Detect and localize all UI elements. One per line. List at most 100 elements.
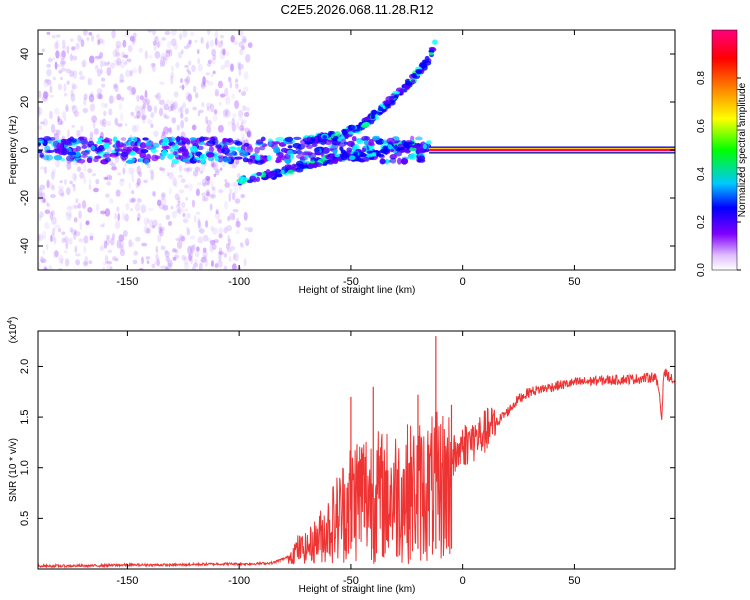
noise-dot: [42, 197, 46, 203]
noise-dot: [150, 62, 155, 68]
band-blob: [76, 159, 86, 164]
band-blob: [361, 135, 371, 141]
noise-dot: [58, 254, 64, 264]
noise-dot: [53, 129, 59, 136]
noise-dot: [54, 250, 59, 257]
band-blob: [125, 159, 135, 164]
x-tick-label: -100: [228, 575, 250, 587]
noise-dot: [156, 41, 160, 49]
noise-dot: [99, 245, 104, 251]
noise-dot: [151, 62, 156, 67]
y-tick-label: 40: [19, 48, 31, 60]
noise-dot: [154, 260, 161, 266]
noise-dot: [184, 107, 189, 115]
noise-dot: [197, 217, 201, 226]
noise-dot: [49, 110, 53, 120]
noise-dot: [164, 250, 168, 254]
band-blob: [151, 154, 159, 162]
noise-dot: [217, 124, 224, 133]
noise-dot: [106, 260, 112, 265]
branch-blob: [310, 160, 316, 164]
noise-dot: [145, 228, 150, 234]
snr-multiplier-text: (x10: [8, 323, 19, 343]
band-blob: [171, 158, 180, 165]
noise-dot: [65, 106, 69, 112]
noise-dot: [104, 176, 109, 181]
noise-dot: [194, 39, 198, 43]
band-blob: [363, 140, 369, 146]
noise-dot: [163, 126, 169, 135]
noise-dot: [114, 212, 117, 220]
noise-dot: [214, 37, 218, 46]
noise-dot: [159, 58, 163, 68]
band-blob: [328, 144, 337, 149]
branch-blob: [359, 153, 367, 158]
noise-dot: [60, 60, 67, 65]
noise-dot: [246, 131, 251, 137]
noise-dot: [119, 73, 124, 82]
noise-dot: [186, 167, 191, 174]
noise-dot: [228, 256, 232, 262]
spectrogram-plot: -150 -100 -50 0 50 -40 -20 0 20 40 Height of str…: [8, 29, 676, 296]
band-blob: [80, 154, 89, 158]
noise-dot: [159, 228, 164, 237]
band-blob: [191, 158, 197, 164]
noise-dot: [242, 132, 245, 139]
noise-dot: [241, 35, 247, 44]
noise-dot: [169, 127, 172, 135]
band-blob: [81, 139, 89, 147]
noise-dot: [147, 217, 150, 224]
noise-dot: [214, 263, 219, 269]
noise-dot: [196, 49, 200, 55]
noise-dot: [132, 259, 138, 265]
noise-dot: [220, 167, 223, 171]
band-blob: [400, 158, 409, 165]
noise-dot: [44, 222, 50, 230]
noise-dot: [209, 244, 214, 253]
noise-dot: [38, 125, 42, 130]
noise-dot: [119, 244, 124, 252]
noise-dot: [82, 107, 88, 114]
branch-blob: [397, 143, 404, 149]
noise-dot: [51, 184, 55, 191]
noise-dot: [114, 117, 119, 126]
band-blob: [70, 138, 77, 143]
noise-dot: [176, 208, 180, 214]
band-blob: [103, 142, 110, 149]
noise-dot: [70, 93, 76, 102]
noise-dot: [224, 87, 229, 97]
noise-dot: [184, 64, 189, 68]
noise-dot: [183, 78, 189, 83]
noise-dot: [109, 95, 116, 104]
noise-dot: [101, 60, 106, 67]
noise-dot: [133, 250, 139, 256]
noise-dot: [147, 30, 153, 33]
noise-dot: [217, 40, 223, 48]
noise-dot: [138, 47, 144, 53]
band-blob: [144, 158, 150, 166]
band-blob: [101, 139, 110, 143]
noise-dot: [238, 89, 241, 93]
band-blob: [130, 150, 136, 156]
noise-dot: [165, 267, 169, 270]
noise-dot: [188, 39, 192, 45]
x-tick-label: 0: [460, 276, 466, 288]
noise-dot: [172, 101, 178, 110]
band-blob: [61, 139, 68, 145]
noise-dot: [196, 246, 200, 252]
noise-dot: [183, 256, 189, 265]
noise-dot: [152, 219, 158, 227]
noise-dot: [167, 259, 173, 268]
noise-dot: [65, 68, 71, 74]
noise-dot: [193, 214, 197, 223]
noise-dot: [38, 262, 41, 270]
noise-dot: [154, 35, 159, 42]
noise-dot: [121, 212, 126, 221]
noise-dot: [228, 193, 232, 202]
noise-dot: [247, 227, 253, 233]
noise-dot: [230, 182, 236, 187]
noise-dot: [98, 52, 102, 60]
noise-dot: [205, 115, 208, 124]
band-blob: [150, 148, 157, 154]
branch-blob: [314, 162, 323, 168]
